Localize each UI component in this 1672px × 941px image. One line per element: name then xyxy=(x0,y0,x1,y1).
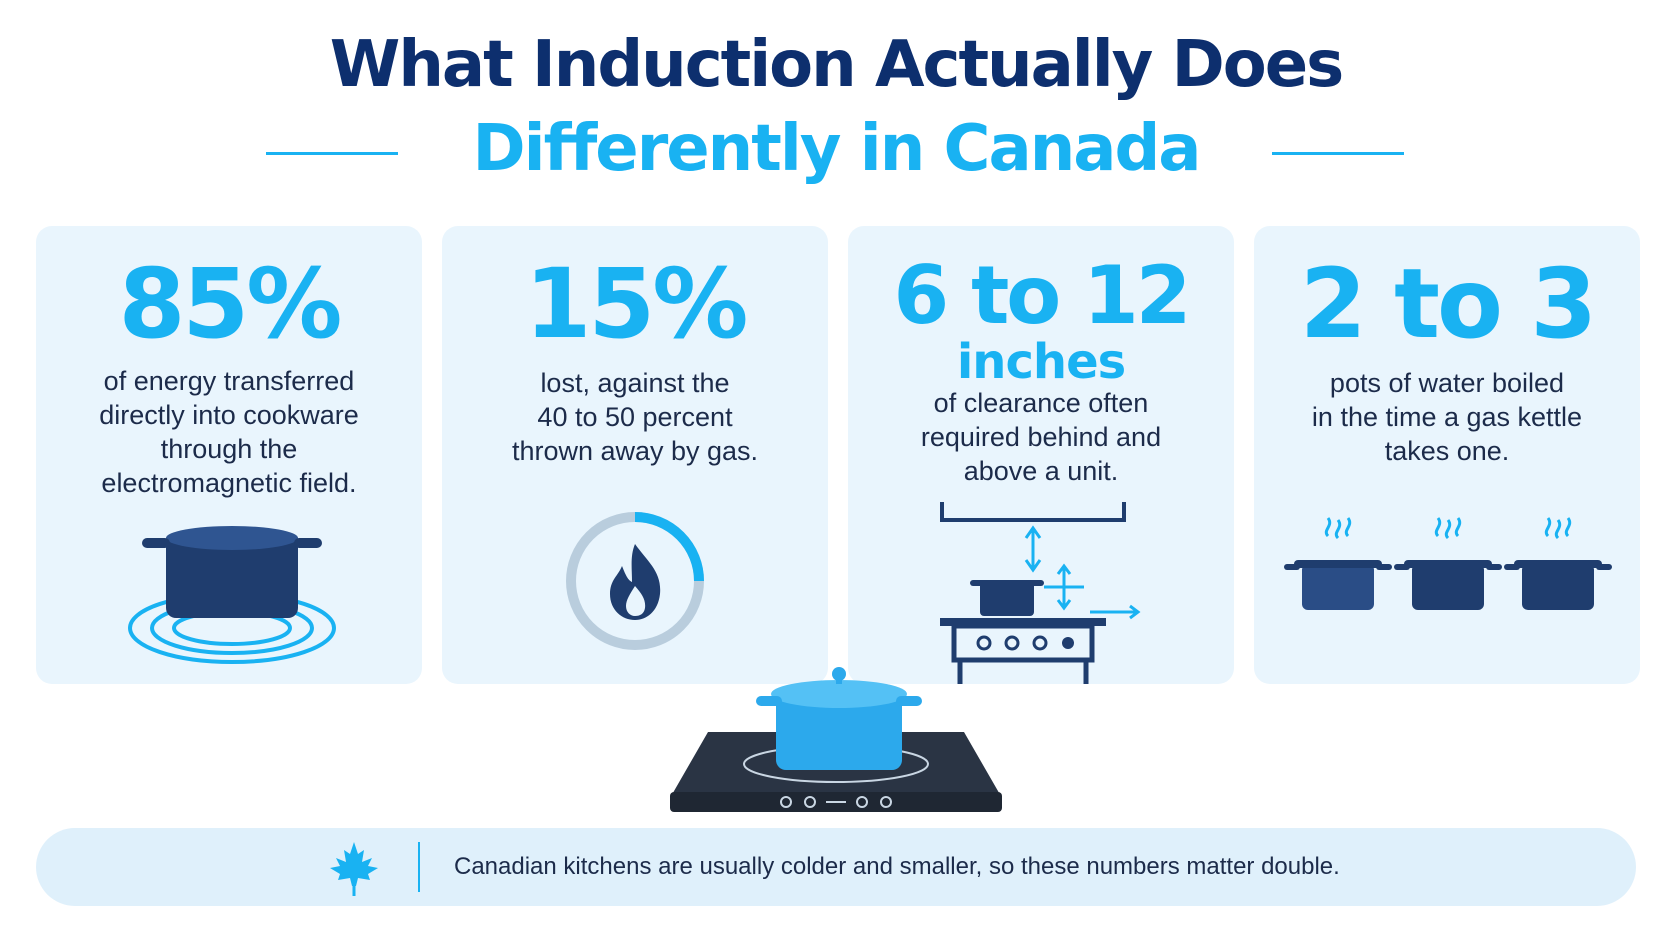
maple-leaf-icon xyxy=(330,842,378,896)
title-rule-right xyxy=(1272,152,1404,155)
stove-clearance-icon xyxy=(940,502,1141,684)
stat-card-energy-lost: 15% lost, against the 40 to 50 percent t… xyxy=(442,226,828,684)
desc-line: electromagnetic field. xyxy=(101,468,357,498)
stat-card-energy-transfer: 85% of energy transferred directly into … xyxy=(36,226,422,684)
desc-line: 40 to 50 percent xyxy=(537,402,733,432)
desc-line: required behind and xyxy=(920,422,1162,452)
page-subtitle: Differently in Canada xyxy=(472,112,1202,186)
desc-line: above a unit. xyxy=(963,456,1119,486)
footer-note-text: Canadian kitchens are usually colder and… xyxy=(454,853,1340,880)
desc-line: lost, against the xyxy=(540,368,730,398)
footer-divider xyxy=(418,842,420,892)
desc-line: in the time a gas kettle xyxy=(1311,402,1583,432)
stat-description: of clearance often required behind and a… xyxy=(848,386,1234,488)
gas-flame-gauge-icon xyxy=(566,512,704,650)
footer-note-bar: Canadian kitchens are usually colder and… xyxy=(36,828,1636,906)
stat-value: 6 to 12 xyxy=(893,249,1192,342)
induction-cooktop-illustration xyxy=(670,667,1002,812)
page-title: What Induction Actually Does xyxy=(329,28,1345,102)
stat-value: 15% xyxy=(524,248,749,360)
stat-description: pots of water boiled in the time a gas k… xyxy=(1254,366,1640,468)
stat-value: 2 to 3 xyxy=(1299,248,1597,360)
stat-card-clearance: 6 to 12 inches of clearance often requir… xyxy=(848,226,1234,684)
desc-line: takes one. xyxy=(1384,436,1510,466)
stat-value: 85% xyxy=(118,248,343,360)
stat-description: lost, against the 40 to 50 percent throw… xyxy=(442,366,828,468)
stat-description: of energy transferred directly into cook… xyxy=(36,364,422,500)
desc-line: directly into cookware xyxy=(99,400,359,430)
desc-line: of energy transferred xyxy=(103,366,355,396)
desc-line: of clearance often xyxy=(933,388,1149,418)
title-rule-left xyxy=(266,152,398,155)
desc-line: thrown away by gas. xyxy=(511,436,759,466)
pot-on-induction-rings-icon xyxy=(128,526,336,664)
stat-card-pots-boiled: 2 to 3 pots of water boiled in the time … xyxy=(1254,226,1640,684)
three-boiling-pots-icon xyxy=(1284,517,1612,610)
stat-unit: inches xyxy=(956,334,1126,390)
desc-line: pots of water boiled xyxy=(1329,368,1565,398)
desc-line: through the xyxy=(160,434,298,464)
subtitle-row: Differently in Canada xyxy=(0,112,1672,192)
